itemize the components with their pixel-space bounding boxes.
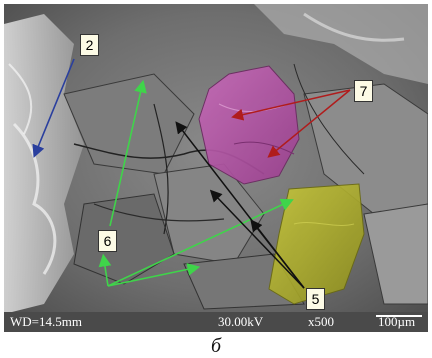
sem-info-bar: WD=14.5mm 30.00kV x500 100µm <box>4 312 428 332</box>
arrow-green-4 <box>107 198 294 287</box>
sem-image <box>4 4 428 332</box>
scale-bar <box>376 315 422 317</box>
fibrous-region <box>4 14 84 314</box>
arrow-red-1 <box>231 89 351 121</box>
arrow-green-3 <box>107 263 201 287</box>
arrow-blue <box>32 58 75 158</box>
label-6: 6 <box>98 230 117 252</box>
working-distance: WD=14.5mm <box>10 314 82 329</box>
arrow-black-2 <box>209 189 305 289</box>
arrow-red-2 <box>267 89 351 158</box>
upper-right-region <box>254 4 428 84</box>
label-5: 5 <box>306 288 325 310</box>
sem-micrograph: 2 6 7 5 WD=14.5mm 30.00kV x500 100µm <box>4 4 428 332</box>
scale-label: 100µm <box>378 314 416 329</box>
accelerating-voltage: 30.00kV <box>218 314 264 329</box>
label-7: 7 <box>354 80 373 102</box>
arrow-green-1 <box>109 79 147 227</box>
arrow-black-3 <box>250 219 305 289</box>
arrow-green-2 <box>98 253 112 287</box>
magnification: x500 <box>308 314 334 329</box>
label-2: 2 <box>80 34 99 56</box>
figure-caption: б <box>210 335 222 357</box>
